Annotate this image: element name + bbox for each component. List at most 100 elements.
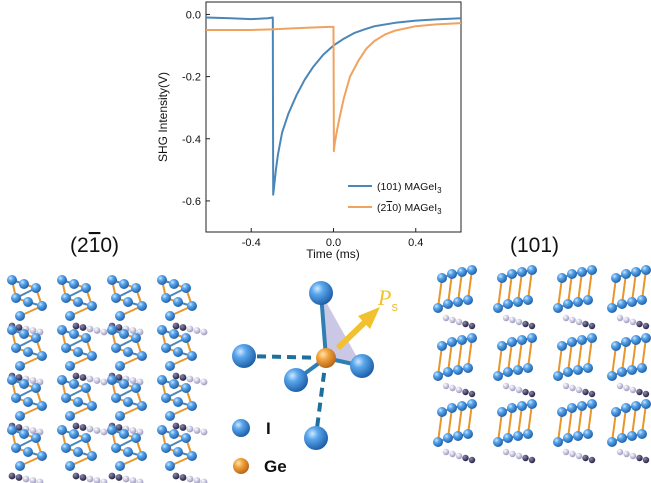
series-group xyxy=(206,16,461,196)
bond xyxy=(567,341,573,373)
iodine-atom xyxy=(61,443,71,453)
organic-atom xyxy=(642,456,650,464)
iodine-atom xyxy=(350,354,374,378)
iodine-atom xyxy=(57,275,67,285)
organic-atom xyxy=(582,388,589,396)
iodine-atom xyxy=(119,379,129,389)
organic-atom xyxy=(108,472,116,480)
iodine-atom xyxy=(437,273,447,283)
iodine-atom xyxy=(15,461,25,471)
organic-atom xyxy=(462,388,469,396)
iodine-atom xyxy=(73,347,83,357)
iodine-atom xyxy=(443,299,453,309)
bond xyxy=(517,339,523,371)
iodine-atom xyxy=(607,437,617,447)
bond xyxy=(507,341,513,373)
iodine-atom xyxy=(31,383,41,393)
iodine-atom xyxy=(577,401,587,411)
unit-cell xyxy=(433,333,477,398)
organic-atom xyxy=(442,382,450,390)
iodine-atom xyxy=(557,407,567,417)
unit-cell xyxy=(553,265,597,330)
organic-atom xyxy=(100,478,108,483)
organic-atom xyxy=(193,477,201,483)
shg-chart: -0.4 0.0 0.4 0.0 -0.2 -0.4 -0.6 Time (ms) SHG … xyxy=(156,1,462,261)
iodine-atom xyxy=(107,425,117,435)
organic-atom xyxy=(79,324,87,331)
bond xyxy=(587,269,593,301)
iodine-atom xyxy=(173,297,183,307)
iodine-atom xyxy=(467,333,477,343)
iodine-atom xyxy=(309,281,333,305)
bond xyxy=(467,337,473,369)
unit-cell xyxy=(57,425,108,483)
organic-atom xyxy=(588,390,596,398)
iodine-atom xyxy=(57,425,67,435)
organic-atom xyxy=(462,454,469,462)
organic-atom xyxy=(29,377,37,384)
unit-cell xyxy=(607,333,651,398)
polarization-arrow-head xyxy=(358,307,380,329)
iodine-atom xyxy=(31,333,41,343)
iodine-atom xyxy=(503,299,513,309)
iodine-atom xyxy=(37,451,47,461)
iodine-atom xyxy=(165,311,175,321)
organic-atom xyxy=(186,375,194,383)
organic-atom xyxy=(136,478,144,483)
unit-cell xyxy=(553,333,597,398)
organic-atom xyxy=(575,318,583,326)
iodine-atom xyxy=(187,351,197,361)
organic-atom xyxy=(502,314,510,322)
unit-cell xyxy=(57,325,108,386)
organic-atom xyxy=(515,452,523,460)
organic-atom xyxy=(72,372,80,380)
organic-atom xyxy=(522,320,529,328)
organic-atom xyxy=(616,448,624,456)
iodine-atom xyxy=(7,325,17,335)
iodine-atom xyxy=(131,283,141,293)
organic-atom xyxy=(582,454,589,462)
iodine-atom xyxy=(493,371,503,381)
iodine-atom xyxy=(627,431,637,441)
organic-atom xyxy=(616,314,624,322)
iodine-atom xyxy=(611,273,621,283)
y-tick-label: -0.6 xyxy=(182,196,201,208)
tick-marks xyxy=(206,13,417,232)
organic-atom xyxy=(86,425,94,433)
iodine-atom xyxy=(11,343,21,353)
unit-cell xyxy=(493,265,537,330)
iodine-atom xyxy=(111,393,121,403)
face-label-210: (210) xyxy=(70,234,119,257)
iodine-atom xyxy=(497,273,507,283)
organic-atom xyxy=(588,456,596,464)
bond xyxy=(497,277,503,309)
bond xyxy=(467,403,473,435)
iodine-atom xyxy=(119,279,129,289)
iodine-atom xyxy=(457,267,467,277)
organic-atom xyxy=(528,456,536,464)
iodine-atom xyxy=(165,361,175,371)
iodine-atom xyxy=(73,397,83,407)
organic-atom xyxy=(455,318,463,326)
organic-atom xyxy=(509,384,516,392)
iodine-atom xyxy=(232,344,256,368)
iodine-atom xyxy=(11,443,21,453)
organic-atom xyxy=(588,322,596,330)
iodine-atom xyxy=(457,335,467,345)
iodine-atom xyxy=(115,411,125,421)
iodine-atom xyxy=(611,341,621,351)
iodine-atom xyxy=(513,431,523,441)
iodine-atom xyxy=(61,393,71,403)
organic-atom xyxy=(462,320,469,328)
iodine-atom xyxy=(577,267,587,277)
iodine-atom xyxy=(37,351,47,361)
iodine-atom xyxy=(583,363,593,373)
organic-atom xyxy=(509,316,516,324)
organic-atom xyxy=(79,474,87,481)
organic-atom xyxy=(129,377,137,384)
iodine-atom xyxy=(583,429,593,439)
iodine-atom xyxy=(37,301,47,311)
iodine-atom xyxy=(165,411,175,421)
iodine-atom xyxy=(447,403,457,413)
